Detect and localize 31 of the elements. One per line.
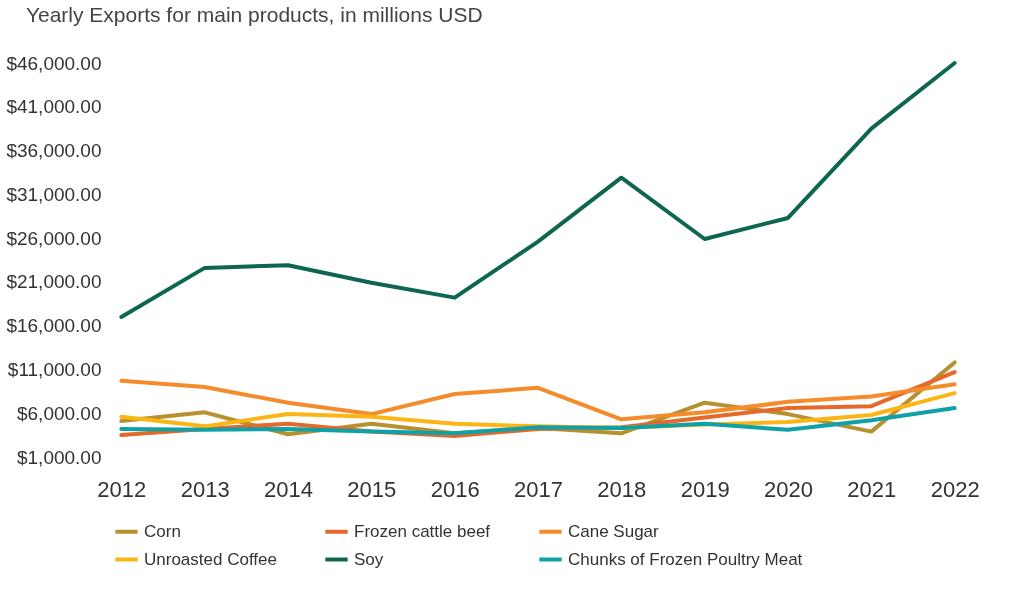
legend-label: Unroasted Coffee <box>144 549 277 569</box>
y-tick-label: $16,000.00 <box>6 315 102 337</box>
x-tick-label: 2012 <box>97 476 147 502</box>
y-tick-label: $1,000.00 <box>16 446 102 468</box>
y-tick-label: $26,000.00 <box>6 227 102 249</box>
legend-label: Frozen cattle beef <box>354 521 491 541</box>
chart-title: Yearly Exports for main products, in millions USD <box>25 3 483 26</box>
legend-label: Cane Sugar <box>568 521 660 541</box>
y-tick-label: $6,000.00 <box>16 402 102 424</box>
x-tick-label: 2022 <box>930 476 980 502</box>
y-tick-label: $41,000.00 <box>6 96 102 118</box>
x-tick-label: 2020 <box>764 476 813 502</box>
y-tick-label: $31,000.00 <box>6 183 102 205</box>
legend-label: Corn <box>144 521 181 541</box>
x-tick-label: 2017 <box>514 476 563 502</box>
x-tick-label: 2016 <box>430 476 480 502</box>
legend-label: Chunks of Frozen Poultry Meat <box>568 549 803 569</box>
x-tick-label: 2015 <box>347 476 397 502</box>
y-tick-label: $46,000.00 <box>6 52 102 74</box>
x-tick-label: 2013 <box>180 476 230 502</box>
line-series <box>119 61 957 319</box>
y-tick-label: $36,000.00 <box>6 140 102 162</box>
y-tick-label: $21,000.00 <box>6 271 102 293</box>
x-tick-label: 2021 <box>847 476 897 502</box>
y-tick-label: $11,000.00 <box>7 358 102 380</box>
x-tick-label: 2014 <box>264 476 313 502</box>
x-tick-label: 2018 <box>597 476 647 502</box>
line-series <box>119 378 957 422</box>
legend-label: Soy <box>354 549 384 569</box>
line-series <box>119 405 957 436</box>
x-tick-label: 2019 <box>680 476 730 502</box>
